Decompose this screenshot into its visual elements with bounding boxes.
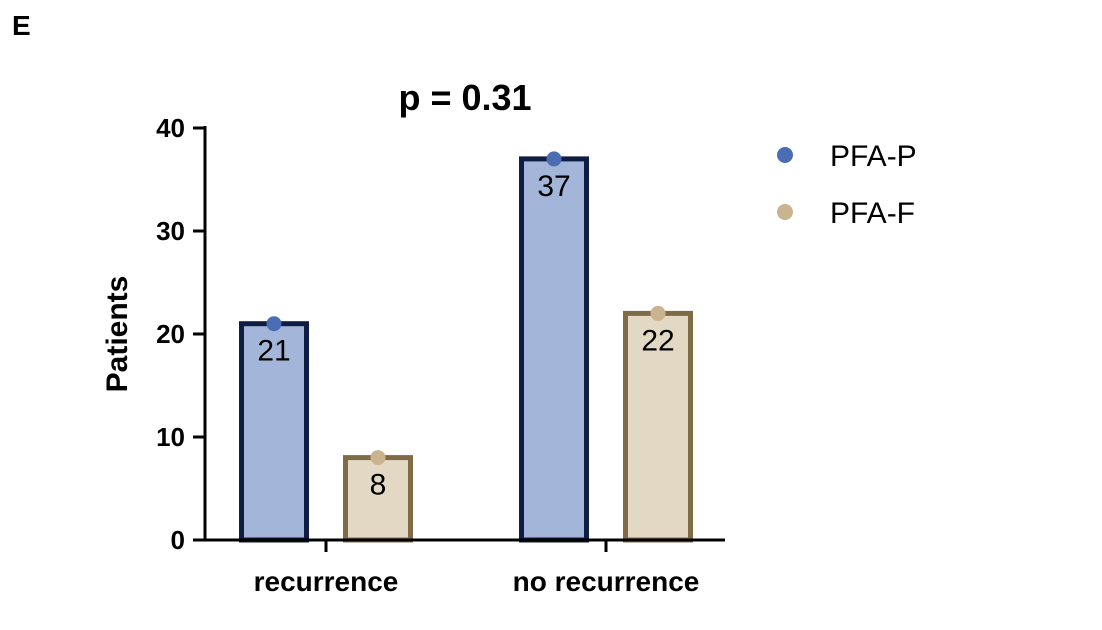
- legend-marker-pfa-p: [777, 147, 793, 163]
- y-axis-label: Patients: [101, 276, 134, 393]
- data-point-pfa-p-no-recurrence: [546, 151, 562, 167]
- bar-pfa-f-no-recurrence: [623, 310, 693, 543]
- legend-marker-pfa-f: [777, 204, 793, 220]
- y-tick-label: 20: [156, 319, 185, 349]
- y-tick-label: 30: [156, 216, 185, 246]
- data-label: 37: [537, 170, 570, 203]
- axes-layer: 0 10 20 30 40 recurrence no recurrence: [156, 113, 725, 597]
- bars-layer: 21 37 8 22: [239, 151, 693, 543]
- legend-label-pfa-f: PFA-F: [830, 197, 915, 230]
- data-label: 8: [370, 469, 387, 502]
- panel-letter: E: [12, 10, 31, 41]
- y-tick-label: 10: [156, 422, 185, 452]
- legend: PFA-P PFA-F: [777, 140, 917, 230]
- legend-label-pfa-p: PFA-P: [830, 140, 917, 173]
- y-tick-label: 40: [156, 113, 185, 143]
- chart-title: p = 0.31: [398, 77, 531, 118]
- x-tick-label: recurrence: [254, 566, 399, 597]
- data-label: 22: [641, 324, 674, 357]
- data-point-pfa-p-recurrence: [266, 316, 282, 332]
- bar-pfa-p-no-recurrence: [519, 156, 589, 543]
- y-tick-label: 0: [171, 525, 185, 555]
- data-label: 21: [257, 335, 290, 368]
- x-tick-label: no recurrence: [513, 566, 700, 597]
- data-point-pfa-f-no-recurrence: [650, 305, 666, 321]
- data-point-pfa-f-recurrence: [370, 450, 386, 466]
